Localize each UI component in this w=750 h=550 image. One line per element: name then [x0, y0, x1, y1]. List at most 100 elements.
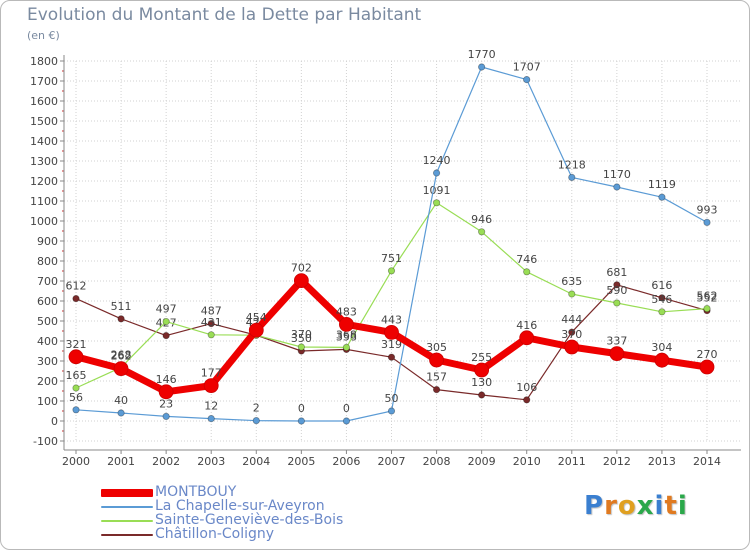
y-tick-label: 1300 [30, 155, 58, 168]
x-tick-label: 2000 [62, 455, 90, 468]
data-label: 304 [651, 341, 672, 354]
data-label: 431 [201, 316, 222, 329]
data-label: 946 [471, 213, 492, 226]
data-point [158, 384, 174, 400]
data-point [568, 173, 576, 181]
legend-swatch [101, 489, 153, 497]
data-point [613, 183, 621, 191]
data-label: 1119 [648, 178, 676, 191]
chart-title: Evolution du Montant de la Dette par Hab… [27, 5, 422, 25]
data-point [342, 343, 351, 351]
data-label: 268 [111, 348, 132, 361]
data-point [432, 199, 441, 207]
y-tick-label: 1100 [30, 195, 58, 208]
data-point [207, 414, 215, 423]
data-point [699, 359, 715, 375]
y-tick-label: 900 [37, 235, 58, 248]
data-label: 635 [561, 275, 582, 288]
data-label: 1707 [513, 61, 541, 74]
data-label: 157 [426, 371, 447, 384]
proxiti-logo: Proxiti [584, 491, 688, 521]
y-tick-label: 500 [37, 315, 58, 328]
data-point [297, 343, 305, 351]
data-point [474, 362, 490, 378]
y-tick-label: 100 [37, 395, 58, 408]
data-label: 443 [381, 313, 402, 326]
x-tick-label: 2011 [558, 455, 586, 468]
legend-label: La Chapelle-sur-Aveyron [155, 498, 325, 514]
data-label: 1218 [558, 158, 586, 171]
x-tick-label: 2006 [332, 455, 360, 468]
data-label: 12 [204, 400, 218, 413]
x-tick-label: 2003 [197, 455, 225, 468]
data-label: 1091 [423, 184, 451, 197]
x-tick-label: 2007 [378, 455, 406, 468]
data-point [113, 361, 129, 377]
x-tick-label: 2004 [242, 455, 270, 468]
data-label: 552 [697, 292, 718, 305]
data-point [564, 339, 580, 355]
data-point [252, 416, 260, 425]
data-label: 546 [651, 293, 672, 306]
data-label: 305 [426, 341, 447, 354]
legend-swatch [101, 534, 153, 536]
y-tick-label: 300 [37, 355, 58, 368]
data-point [207, 331, 215, 339]
data-label: 130 [471, 376, 492, 389]
data-point [609, 346, 625, 362]
data-point [68, 349, 84, 365]
data-point [384, 324, 399, 340]
y-tick-label: 700 [37, 275, 58, 288]
data-point [658, 294, 666, 302]
data-point [658, 193, 666, 201]
data-label: 511 [111, 300, 132, 313]
data-label: 590 [606, 284, 627, 297]
data-point [654, 352, 670, 368]
y-tick-label: 0 [51, 415, 58, 428]
data-label: 350 [291, 332, 312, 345]
y-tick-label: 200 [37, 375, 58, 388]
x-tick-label: 2009 [468, 455, 496, 468]
data-label: 146 [156, 373, 177, 386]
data-label: 0 [343, 402, 350, 415]
x-tick-label: 2013 [648, 455, 676, 468]
data-point [162, 331, 170, 340]
data-label: 165 [66, 369, 87, 382]
x-tick-label: 2008 [423, 455, 451, 468]
chart-subtitle: (en €) [27, 29, 60, 42]
data-point [523, 396, 531, 404]
y-tick-label: 1500 [30, 115, 58, 128]
data-label: 1170 [603, 168, 631, 181]
x-tick-label: 2001 [107, 455, 135, 468]
legend-swatch [101, 506, 153, 508]
data-label: 262 [111, 350, 132, 363]
data-label: 751 [381, 252, 402, 265]
data-label: 487 [201, 305, 222, 318]
data-point [297, 417, 305, 425]
data-point [703, 304, 711, 313]
y-tick-label: 1600 [30, 95, 58, 108]
data-point [478, 391, 486, 399]
data-label: 702 [291, 262, 312, 275]
data-label: 50 [385, 392, 399, 405]
data-label: 177 [201, 367, 222, 380]
legend-label: Châtillon-Coligny [155, 526, 275, 542]
data-point [613, 281, 621, 289]
data-point [523, 268, 531, 276]
data-label: 681 [606, 266, 627, 279]
data-label: 454 [246, 311, 267, 324]
data-label: 612 [66, 280, 87, 293]
data-point [293, 273, 309, 289]
data-point [72, 406, 80, 414]
data-label: 370 [561, 328, 582, 341]
data-label: 370 [291, 328, 312, 341]
data-point [162, 317, 170, 326]
data-label: 993 [697, 203, 718, 216]
data-point [478, 63, 486, 71]
data-point [72, 384, 80, 392]
y-tick-label: 400 [37, 335, 58, 348]
data-label: 270 [697, 348, 718, 361]
x-tick-label: 2010 [513, 455, 541, 468]
